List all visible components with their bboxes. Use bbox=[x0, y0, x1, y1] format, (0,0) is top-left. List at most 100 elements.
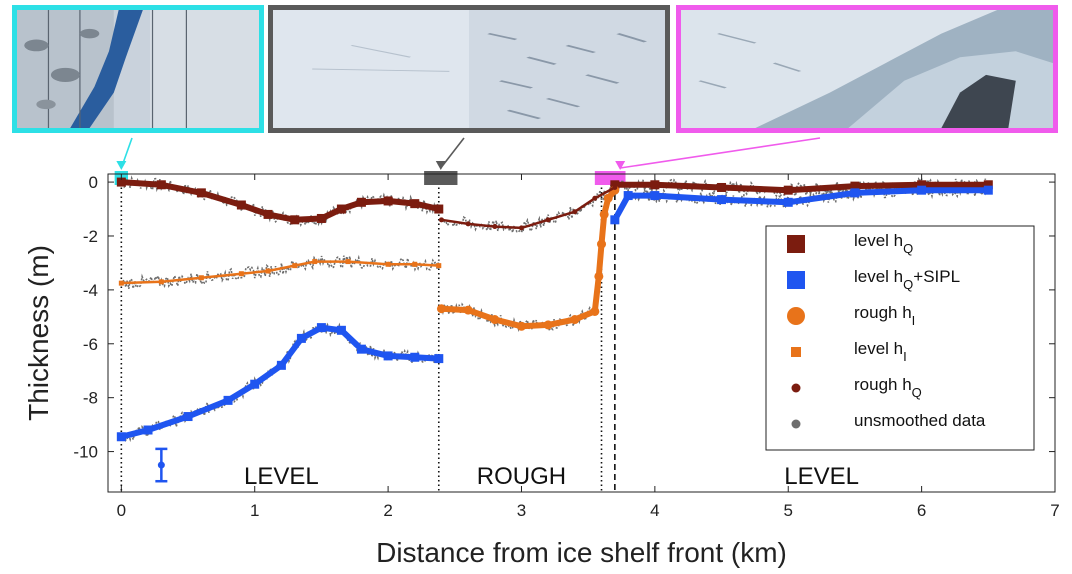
data-point bbox=[436, 304, 446, 314]
inset-connectors bbox=[116, 137, 821, 170]
y-tick-label: -2 bbox=[83, 227, 98, 246]
connector-arrowhead bbox=[116, 161, 127, 170]
y-tick-label: -8 bbox=[83, 389, 98, 408]
legend: level hQ level hQ+SIPL rough hI level hI rou… bbox=[765, 225, 1035, 451]
series-line bbox=[440, 186, 617, 230]
x-tick-label: 0 bbox=[117, 501, 126, 520]
data-point bbox=[238, 271, 244, 277]
legend-marker bbox=[791, 347, 801, 357]
data-point bbox=[650, 180, 660, 190]
data-point bbox=[236, 200, 246, 210]
data-point bbox=[717, 182, 727, 192]
gray-inset-image bbox=[273, 10, 665, 128]
data-series bbox=[116, 177, 993, 442]
data-point bbox=[276, 360, 286, 370]
x-axis-ticks: 0 1 2 3 4 5 6 7 bbox=[117, 174, 1060, 520]
data-point bbox=[717, 195, 727, 205]
data-point bbox=[518, 225, 524, 231]
data-point bbox=[292, 263, 298, 269]
data-point bbox=[983, 185, 993, 195]
data-point bbox=[434, 354, 444, 364]
data-point bbox=[436, 263, 442, 269]
y-tick-label: -4 bbox=[83, 281, 98, 300]
magenta-inset-photo bbox=[676, 5, 1058, 133]
legend-label: level hQ+SIPL bbox=[854, 267, 960, 292]
legend-label: unsmoothed data bbox=[854, 411, 986, 430]
data-point bbox=[592, 195, 598, 201]
y-axis-ticks: 0 -2 -4 -6 -8 -10 bbox=[73, 173, 1055, 462]
data-point bbox=[265, 268, 271, 274]
data-point bbox=[116, 177, 126, 187]
data-point bbox=[183, 412, 193, 422]
data-point bbox=[143, 425, 153, 435]
legend-marker bbox=[787, 307, 805, 325]
y-tick-label: -10 bbox=[73, 443, 98, 462]
legend-label: level hI bbox=[854, 339, 907, 364]
data-point bbox=[516, 321, 526, 331]
data-point bbox=[599, 209, 609, 219]
x-tick-label: 6 bbox=[917, 501, 926, 520]
unsmoothed-trace bbox=[120, 254, 440, 289]
x-tick-label: 4 bbox=[650, 501, 659, 520]
data-point bbox=[783, 197, 793, 207]
y-tick-label: 0 bbox=[89, 173, 98, 192]
data-point bbox=[356, 344, 366, 354]
data-point bbox=[650, 191, 660, 201]
data-point bbox=[543, 320, 553, 330]
data-point bbox=[383, 196, 393, 206]
data-point bbox=[410, 352, 420, 362]
connector-arrowhead bbox=[435, 161, 446, 170]
data-point bbox=[438, 217, 444, 223]
plot-area-frame bbox=[107, 173, 1056, 493]
x-tick-label: 7 bbox=[1050, 501, 1059, 520]
legend-label: rough hI bbox=[854, 303, 915, 328]
region-boundaries bbox=[120, 174, 616, 492]
data-point bbox=[917, 185, 927, 195]
y-axis-title: Thickness (m) bbox=[23, 245, 54, 421]
error-bar bbox=[155, 447, 168, 483]
series-line bbox=[120, 324, 439, 440]
legend-marker bbox=[791, 419, 801, 429]
data-point bbox=[465, 221, 471, 227]
data-point bbox=[572, 209, 578, 215]
data-point bbox=[312, 259, 318, 265]
series-line bbox=[612, 187, 989, 222]
region-label: LEVEL bbox=[784, 463, 859, 490]
legend-label: rough hQ bbox=[854, 375, 922, 400]
data-point bbox=[463, 305, 473, 315]
series-rough-hi bbox=[436, 185, 620, 331]
data-point bbox=[610, 215, 620, 225]
region-label: ROUGH bbox=[477, 463, 566, 490]
region-label: LEVEL bbox=[244, 463, 319, 490]
legend-marker bbox=[787, 271, 805, 289]
data-point bbox=[158, 279, 164, 285]
cyan-inset-photo bbox=[12, 5, 264, 133]
y-tick-label: -6 bbox=[83, 335, 98, 354]
data-point bbox=[118, 280, 124, 286]
data-point bbox=[850, 181, 860, 191]
data-point bbox=[290, 215, 300, 225]
x-tick-label: 1 bbox=[250, 501, 259, 520]
data-point bbox=[316, 323, 326, 333]
data-point bbox=[316, 213, 326, 223]
data-point bbox=[597, 239, 607, 249]
data-point bbox=[410, 199, 420, 209]
data-point bbox=[198, 275, 204, 281]
data-point bbox=[594, 271, 604, 281]
connector-line bbox=[620, 137, 821, 169]
data-point bbox=[590, 306, 600, 316]
data-point bbox=[917, 180, 927, 190]
data-point bbox=[545, 217, 551, 223]
data-point bbox=[490, 315, 500, 325]
data-point bbox=[603, 193, 613, 203]
image-location-marker bbox=[424, 171, 458, 185]
legend-box bbox=[765, 225, 1035, 451]
data-point bbox=[196, 188, 206, 198]
data-point bbox=[850, 188, 860, 198]
cyan-inset-image bbox=[17, 10, 259, 128]
x-axis-title: Distance from ice shelf front (km) bbox=[376, 537, 787, 568]
series-level-hq bbox=[116, 177, 993, 225]
connector-arrowhead bbox=[615, 161, 626, 170]
series-level-hi bbox=[118, 259, 442, 286]
